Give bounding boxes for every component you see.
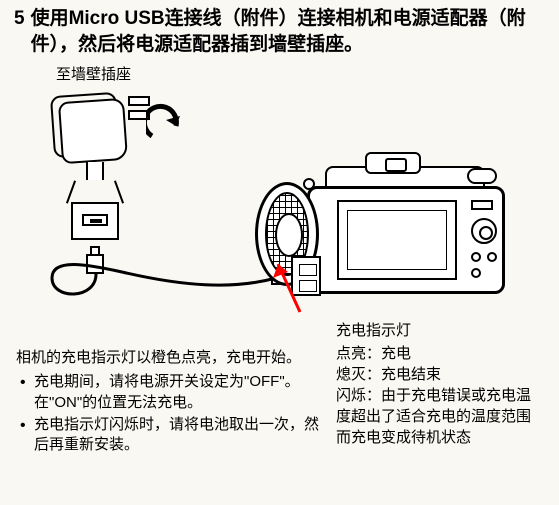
indicator-value: 充电结束 [381,366,441,383]
separator: ： [366,387,381,404]
camera-strap-lug [303,178,315,190]
indicator-label: 熄灭 [336,366,366,383]
charging-description: 相机的充电指示灯以橙色点亮，充电开始。 充电期间，请将电源开关设定为"OFF"。… [16,348,326,455]
camera-viewfinder [365,152,421,174]
callout-line [66,180,76,203]
charging-notes-list: 充电期间，请将电源开关设定为"OFF"。在"ON"的位置无法充电。 充电指示灯闪… [16,372,326,455]
indicator-legend: 充电指示灯 点亮：充电 熄灭：充电结束 闪烁：由于充电错误或充电温度超出了适合充… [336,320,544,448]
camera-lcd [337,200,457,280]
red-arrow-icon [270,254,310,314]
rotate-arrow-icon [146,102,182,142]
camera-button [471,200,493,210]
step-number: 5 [14,6,25,57]
charging-intro: 相机的充电指示灯以橙色点亮，充电开始。 [16,348,326,368]
callout-line [114,180,124,203]
connection-diagram [30,84,530,324]
list-item: 充电期间，请将电源开关设定为"OFF"。在"ON"的位置无法充电。 [20,372,326,413]
camera-control-wheel [471,218,497,244]
list-item: 充电指示灯闪烁时，请将电池取出一次，然后再重新安装。 [20,415,326,456]
outlet-label: 至墙壁插座 [56,63,545,84]
usb-port-slot [82,214,108,226]
indicator-label: 闪烁 [336,387,366,404]
camera-button [471,268,481,278]
camera-button [471,252,481,262]
indicator-title: 充电指示灯 [336,320,544,341]
step-heading: 5 使用Micro USB连接线（附件）连接相机和电源适配器（附件），然后将电源… [14,6,545,57]
separator: ： [366,366,381,383]
indicator-row-off: 熄灭：充电结束 [336,364,544,385]
indicator-row-lit: 点亮：充电 [336,343,544,364]
separator: ： [366,345,381,362]
power-adapter [58,98,128,164]
indicator-label: 点亮 [336,345,366,362]
adapter-cable-stub [86,162,104,180]
indicator-value: 充电 [381,345,411,362]
camera-button [487,252,497,262]
usb-cable [32,242,282,308]
camera-mode-dial [467,168,497,184]
indicator-row-blink: 闪烁：由于充电错误或充电温度超出了适合充电的温度范围而充电变成待机状态 [336,385,544,448]
step-heading-text: 使用Micro USB连接线（附件）连接相机和电源适配器（附件），然后将电源适配… [31,6,545,57]
